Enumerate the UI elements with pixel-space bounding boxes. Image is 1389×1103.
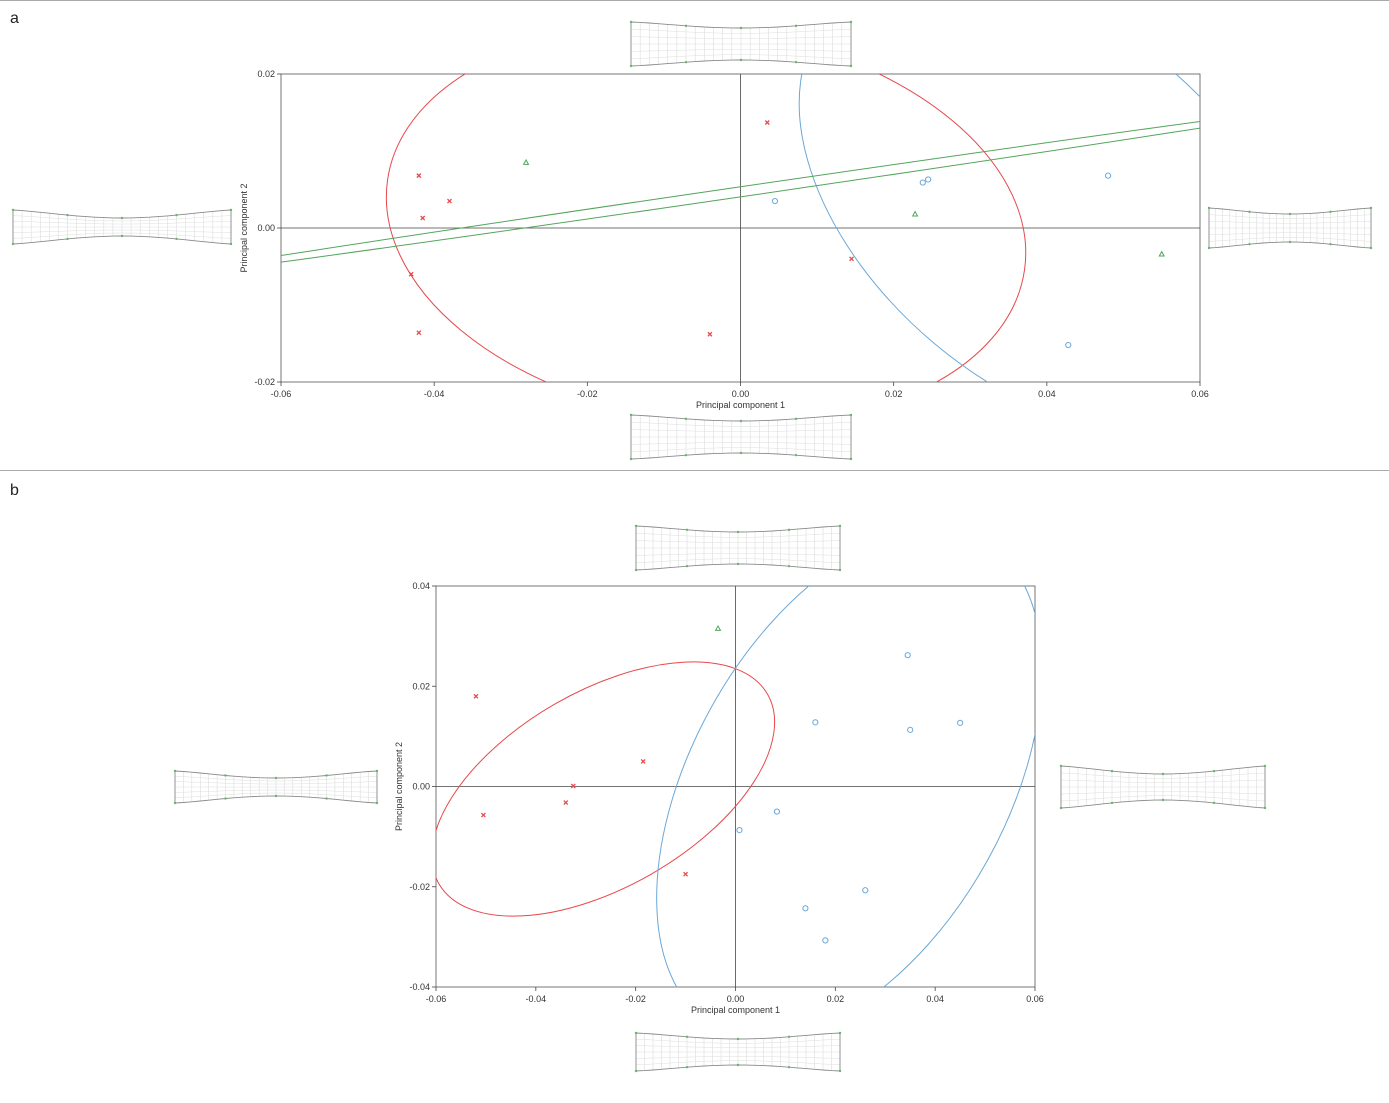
data-point-circle (812, 719, 819, 726)
data-point-circle (862, 887, 869, 894)
data-point-circle (904, 652, 911, 659)
data-point-circle (925, 176, 932, 183)
x-axis-title: Principal component 1 (696, 400, 785, 410)
y-tick-label: 0.02 (412, 681, 430, 691)
data-point-circle (822, 937, 829, 944)
panel-label-b: b (10, 482, 19, 499)
data-point-x (416, 330, 422, 336)
chart-b: -0.06 -0.04 -0.02 0.00 0.02 0.04 0.06 -0.04 -0.0… (394, 581, 1044, 1015)
figure-top-border (0, 0, 1389, 1)
panel-label-a: a (10, 10, 19, 27)
data-point-circle (736, 827, 743, 834)
x-tick-label: -0.06 (426, 994, 447, 1004)
x-tick-label: 0.00 (732, 389, 750, 399)
panel-divider (0, 470, 1389, 471)
y-tick-label: -0.02 (409, 882, 430, 892)
data-point-x (416, 173, 422, 179)
data-point-x (420, 215, 426, 221)
confidence-ellipse (656, 586, 1035, 987)
x-tick-label: -0.04 (526, 994, 547, 1004)
data-point-triangle (714, 624, 722, 631)
data-point-circle (802, 905, 809, 912)
chart-a: -0.06 -0.04 -0.02 0.00 0.02 0.04 0.06 -0.02 0.00… (239, 69, 1209, 410)
x-tick-label: 0.04 (1038, 389, 1056, 399)
x-tick-label: 0.06 (1191, 389, 1209, 399)
wireframe-top-a (629, 20, 853, 68)
confidence-ellipse (436, 661, 776, 917)
data-point-circle (771, 197, 779, 205)
shape-deformation-grids (11, 20, 1373, 1073)
wireframe-right-a (1207, 206, 1373, 250)
confidence-ellipse (385, 74, 1027, 382)
x-tick-label: -0.02 (625, 994, 646, 1004)
confidence-ellipses (281, 74, 1200, 382)
wireframe-bottom-b (634, 1031, 842, 1073)
confidence-ellipses (436, 586, 1035, 987)
x-tick-label: 0.02 (827, 994, 845, 1004)
data-point-x (480, 812, 486, 818)
data-point-x (473, 693, 479, 699)
x-tick-label: -0.06 (271, 389, 292, 399)
x-tick-label: 0.00 (727, 994, 745, 1004)
data-point-circle (907, 726, 914, 733)
confidence-ellipse (281, 102, 1200, 281)
y-axis-title: Principal component 2 (239, 183, 249, 272)
y-tick-label: 0.02 (257, 69, 275, 79)
data-point-x (707, 331, 713, 337)
y-axis-title: Principal component 2 (394, 742, 404, 831)
y-tick-label: 0.00 (257, 223, 275, 233)
x-tick-label: -0.02 (577, 389, 598, 399)
data-point-x (408, 271, 414, 277)
wireframe-top-b (634, 524, 842, 572)
data-point-circle (1065, 341, 1072, 349)
data-point-x (640, 758, 646, 764)
wireframe-left-a (11, 208, 233, 246)
y-tick-label: 0.04 (412, 581, 430, 591)
y-tick-label: 0.00 (412, 782, 430, 792)
x-tick-label: -0.04 (424, 389, 445, 399)
x-tick-label: 0.02 (885, 389, 903, 399)
data-point-x (849, 256, 855, 262)
data-point-circle (773, 808, 781, 815)
data-point-triangle (522, 158, 530, 165)
data-point-circle (957, 719, 964, 726)
data-point-triangle (1158, 250, 1165, 257)
data-point-triangle (911, 210, 919, 217)
data-point-circle (919, 179, 926, 186)
confidence-ellipse (798, 74, 1200, 382)
data-point-x (447, 198, 452, 204)
wireframe-bottom-a (629, 413, 853, 461)
data-point-circle (1105, 172, 1112, 179)
wireframe-left-b (173, 769, 379, 805)
wireframe-right-b (1059, 764, 1267, 810)
y-tick-label: -0.02 (254, 377, 275, 387)
x-axis-title: Principal component 1 (691, 1005, 780, 1015)
x-tick-label: 0.06 (1026, 994, 1044, 1004)
data-point-x (683, 871, 689, 877)
x-tick-label: 0.04 (926, 994, 944, 1004)
y-tick-label: -0.04 (409, 982, 430, 992)
data-point-x (563, 800, 569, 805)
data-point-x (764, 120, 770, 125)
data-point-x (570, 783, 576, 789)
